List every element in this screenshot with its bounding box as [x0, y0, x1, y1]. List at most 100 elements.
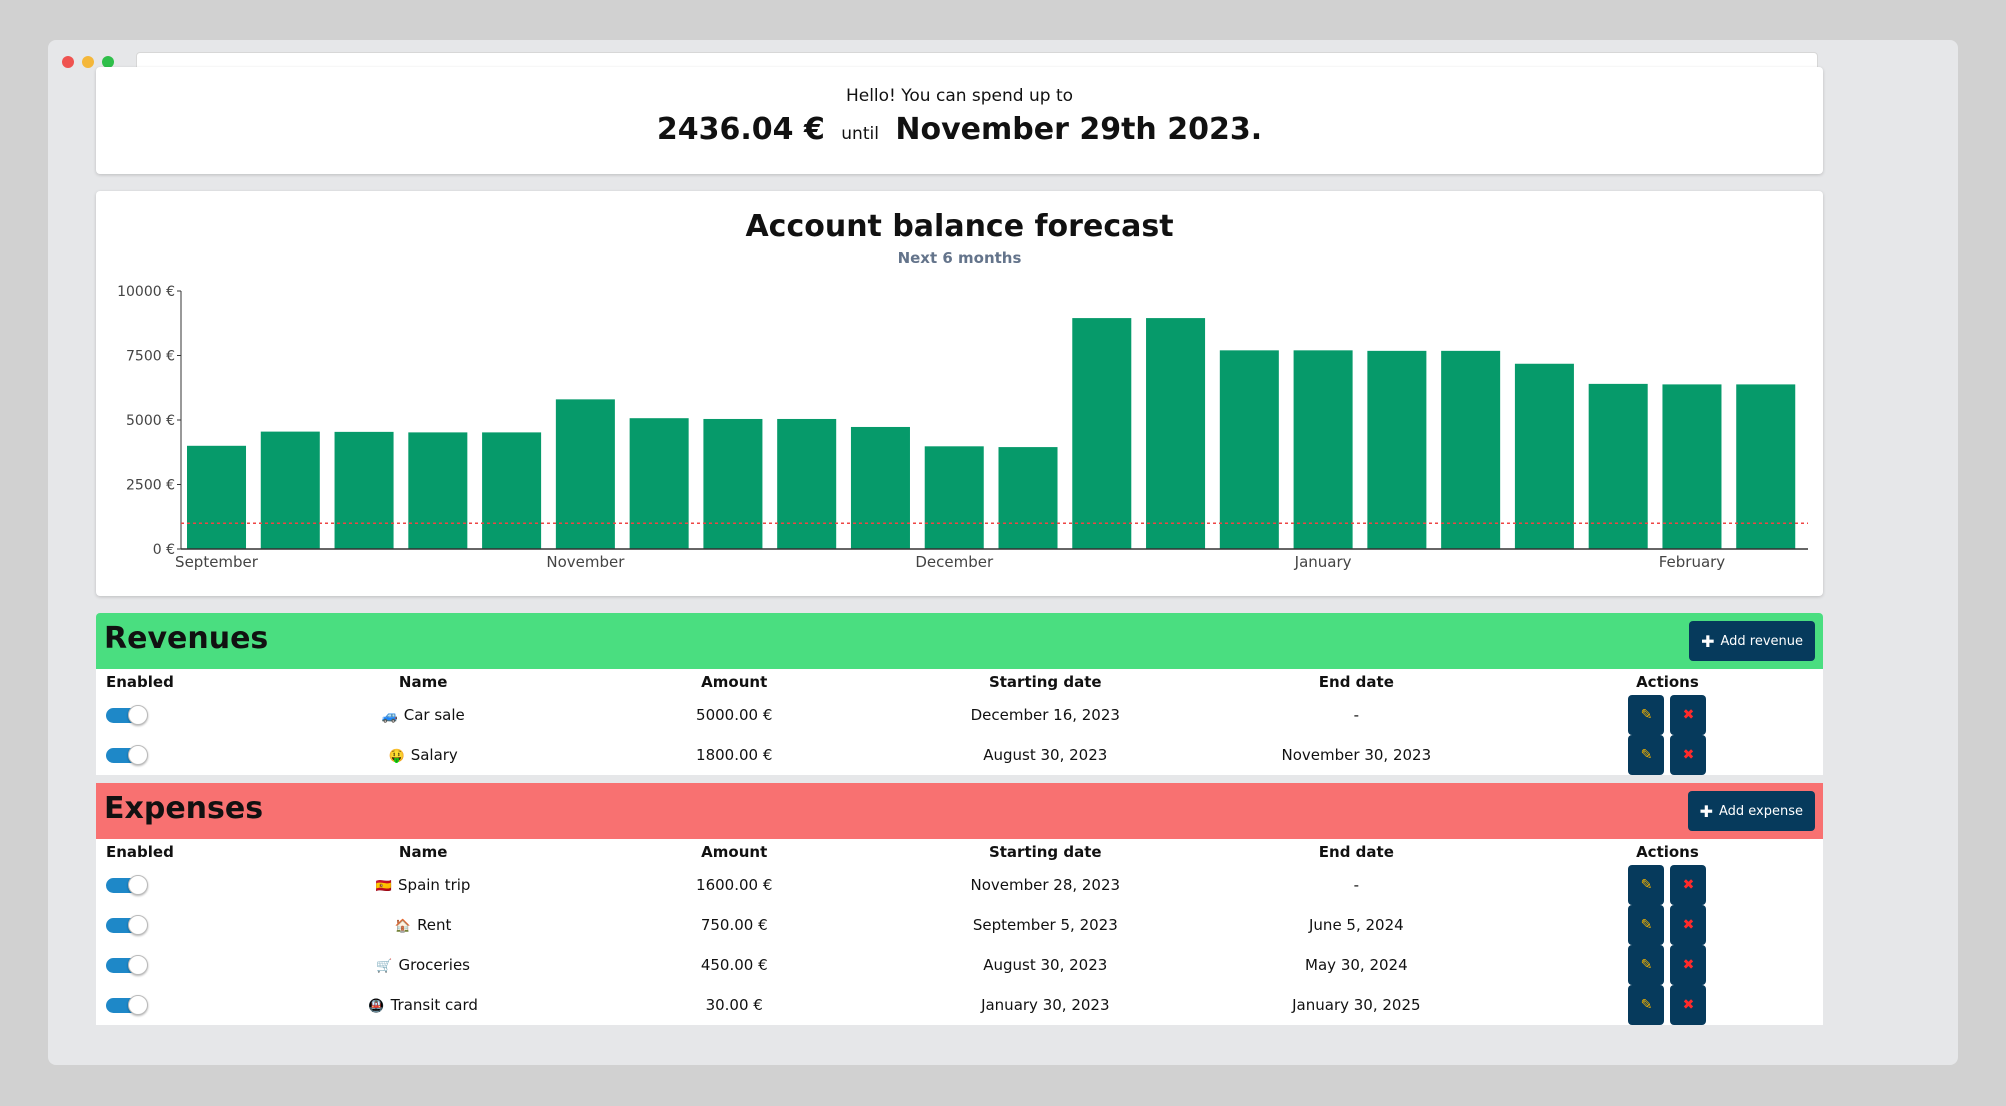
item-emoji-icon: 🚙 [381, 709, 398, 724]
enabled-cell [96, 945, 268, 985]
chart-bar [998, 447, 1058, 549]
edit-icon[interactable]: ✎ [1628, 695, 1665, 735]
amount-cell: 450.00 € [700, 956, 768, 974]
delete-icon[interactable]: ✖ [1670, 985, 1707, 1025]
plus-icon: ✚ [1701, 631, 1715, 651]
item-emoji-icon: 🛒 [376, 959, 393, 974]
start-date-cell: December 16, 2023 [970, 706, 1120, 724]
plus-icon: ✚ [1699, 801, 1713, 821]
amount-cell: 1600.00 € [696, 876, 773, 894]
chart-bar [1588, 383, 1648, 549]
delete-icon[interactable]: ✖ [1670, 735, 1707, 775]
enabled-toggle[interactable] [106, 915, 148, 935]
chart-bar [924, 446, 984, 549]
start-date-cell: August 30, 2023 [983, 956, 1108, 974]
chart-bar [1367, 350, 1427, 549]
chart-bar [629, 418, 689, 549]
end-date-cell: - [1353, 706, 1360, 724]
start-date-cell: January 30, 2023 [981, 996, 1110, 1014]
delete-icon[interactable]: ✖ [1670, 865, 1707, 905]
y-tick-label: 10000 € [117, 284, 175, 300]
edit-icon[interactable]: ✎ [1628, 985, 1665, 1025]
spending-summary-card: Hello! You can spend up to 2436.04 € unt… [96, 67, 1823, 174]
table-row: 🚇 Transit card 30.00 € January 30, 2023 Janu… [96, 985, 1823, 1025]
enabled-toggle[interactable] [106, 995, 148, 1015]
table-row: 🤑 Salary 1800.00 € August 30, 2023 November … [96, 735, 1823, 775]
add-expense-button[interactable]: ✚ Add expense [1687, 791, 1815, 831]
chart-bar [1736, 384, 1796, 549]
end-date-cell: November 30, 2023 [1281, 746, 1432, 764]
chart-bar [1293, 350, 1353, 549]
enabled-toggle[interactable] [106, 705, 148, 725]
chart-bar [555, 399, 615, 549]
start-date-cell: November 28, 2023 [970, 876, 1121, 894]
actions-cell: ✎ ✖ [1512, 985, 1823, 1025]
table-row: 🚙 Car sale 5000.00 € December 16, 2023 - ✎ ✖ [96, 695, 1823, 735]
name-cell: 🇪🇸 Spain trip [268, 865, 579, 905]
spendable-amount: 2436.04 € [656, 112, 825, 147]
table-row: 🛒 Groceries 450.00 € August 30, 2023 May 30,… [96, 945, 1823, 985]
edit-icon[interactable]: ✎ [1628, 865, 1665, 905]
balance-forecast-chart-card: Account balance forecast Next 6 months 0 €… [96, 191, 1823, 596]
actions-cell: ✎ ✖ [1512, 945, 1823, 985]
column-header: Name [398, 843, 448, 861]
column-header: Name [398, 673, 448, 691]
add-revenue-button[interactable]: ✚ Add revenue [1689, 621, 1815, 661]
column-header: Amount [701, 673, 768, 691]
chart-bar [777, 418, 837, 549]
name-cell: 🚇 Transit card [268, 985, 579, 1025]
name-cell: 🛒 Groceries [268, 945, 579, 985]
edit-icon[interactable]: ✎ [1628, 945, 1665, 985]
chart-bar [850, 426, 910, 549]
revenues-table: Enabled Name Amount Starting date End date Ac… [96, 669, 1823, 775]
item-emoji-icon: 🏠 [394, 919, 412, 934]
end-date-cell: - [1353, 876, 1360, 894]
add-revenue-label: Add revenue [1720, 633, 1803, 649]
end-date-cell: January 30, 2025 [1292, 996, 1421, 1014]
close-window-icon[interactable] [62, 56, 74, 68]
enabled-toggle[interactable] [106, 745, 148, 765]
y-tick-label: 0 € [153, 542, 175, 558]
chart-bar [260, 431, 320, 549]
expenses-title: Expenses [104, 791, 264, 826]
edit-icon[interactable]: ✎ [1628, 905, 1665, 945]
item-name: Car sale [403, 706, 465, 724]
end-date-cell: May 30, 2024 [1305, 956, 1408, 974]
chart-bar [1662, 384, 1722, 549]
revenues-title: Revenues [104, 621, 269, 656]
revenues-header: Revenues ✚ Add revenue [96, 613, 1823, 669]
y-tick-label: 2500 € [126, 478, 175, 494]
minimize-window-icon[interactable] [82, 56, 94, 68]
enabled-cell [96, 905, 268, 945]
maximize-window-icon[interactable] [102, 56, 114, 68]
start-date-cell: September 5, 2023 [972, 916, 1118, 934]
enabled-toggle[interactable] [106, 955, 148, 975]
delete-icon[interactable]: ✖ [1670, 945, 1707, 985]
table-row: 🇪🇸 Spain trip 1600.00 € November 28, 2023 - ✎… [96, 865, 1823, 905]
spending-limit: 2436.04 € until November 29th 2023. [96, 112, 1823, 147]
column-header: Actions [1636, 843, 1699, 861]
enabled-cell [96, 735, 268, 775]
item-name: Groceries [398, 956, 471, 974]
x-tick-label: February [1659, 553, 1726, 571]
chart-subtitle: Next 6 months [898, 249, 1022, 267]
delete-icon[interactable]: ✖ [1670, 905, 1707, 945]
chart-bar [1072, 318, 1132, 549]
column-header: Starting date [988, 673, 1102, 691]
enabled-toggle[interactable] [106, 875, 148, 895]
edit-icon[interactable]: ✎ [1628, 735, 1665, 775]
actions-cell: ✎ ✖ [1512, 695, 1823, 735]
chart-bar [334, 431, 394, 549]
item-name: Salary [410, 746, 458, 764]
table-header-row: Enabled Name Amount Starting date End date Ac… [96, 839, 1823, 865]
actions-cell: ✎ ✖ [1512, 865, 1823, 905]
enabled-cell [96, 985, 268, 1025]
delete-icon[interactable]: ✖ [1670, 695, 1707, 735]
item-name: Transit card [390, 996, 478, 1014]
chart-bar [1514, 363, 1574, 549]
column-header: Starting date [988, 843, 1102, 861]
add-expense-label: Add expense [1718, 803, 1803, 819]
column-header: End date [1318, 673, 1394, 691]
limit-date: November 29th 2023. [895, 112, 1263, 147]
enabled-cell [96, 695, 268, 735]
